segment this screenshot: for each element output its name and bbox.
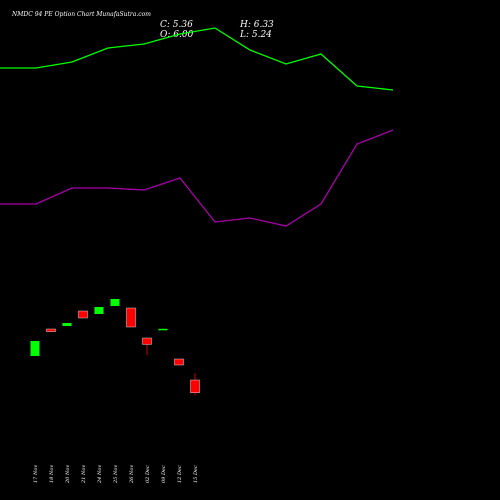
chart-title: NMDC 94 PE Option Chart MunafaSutra.com (11, 11, 151, 18)
candle (30, 341, 40, 356)
high-readout: H: 6.33 (239, 20, 274, 30)
candle (174, 358, 184, 366)
low-readout: L: 5.24 (239, 30, 272, 40)
indicator-lines (0, 27, 394, 227)
indicator-line-2 (0, 129, 394, 227)
candle-body (30, 341, 40, 356)
close-readout: C: 5.36 (160, 20, 193, 30)
x-tick-label: 17 Nov (33, 465, 39, 483)
candle-body (62, 323, 72, 326)
candle-body (174, 358, 184, 366)
candle-body (46, 328, 56, 332)
x-tick-label: 15 Dec (193, 465, 199, 483)
candle-body (126, 307, 136, 328)
candle (46, 328, 56, 332)
x-tick-label: 18 Nov (49, 465, 55, 483)
candle (142, 337, 152, 356)
x-axis-ticks: 17 Nov 18 Nov 20 Nov 21 Nov 24 Nov 25 Nov 26 N… (33, 465, 199, 484)
candle-body (110, 299, 120, 306)
candle-body (142, 337, 152, 345)
candle (94, 307, 104, 314)
x-tick-label: 09 Dec (161, 465, 167, 483)
candle (158, 328, 168, 331)
candle (78, 310, 88, 319)
candle-body (190, 379, 200, 394)
candle-body (94, 307, 104, 314)
candle (62, 323, 72, 326)
candle-body (158, 328, 168, 331)
x-tick-label: 02 Dec (145, 465, 151, 483)
x-tick-label: 24 Nov (97, 465, 103, 484)
x-tick-label: 26 Nov (129, 465, 135, 484)
candles-group (30, 299, 200, 396)
x-tick-label: 12 Dec (177, 465, 183, 483)
candle-body (78, 310, 88, 319)
indicator-line-1 (0, 27, 394, 91)
candle (110, 299, 120, 306)
candle (190, 373, 200, 396)
x-tick-label: 25 Nov (113, 465, 119, 484)
x-tick-label: 20 Nov (65, 465, 71, 484)
candle (126, 307, 136, 328)
x-tick-label: 21 Nov (81, 465, 87, 484)
